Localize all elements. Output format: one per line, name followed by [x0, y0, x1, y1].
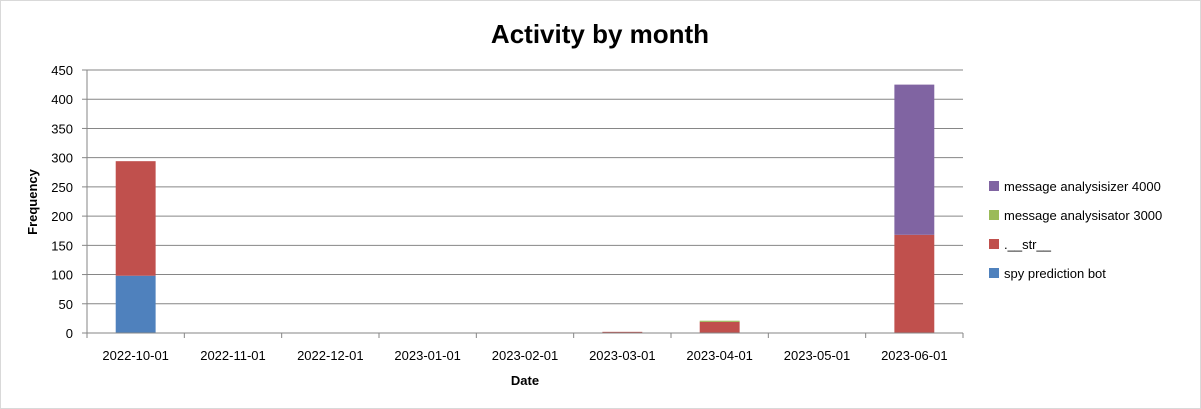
- bar-segment: [699, 321, 740, 333]
- x-tick-label: 2022-11-01: [200, 348, 266, 363]
- bar-segment: [115, 161, 156, 276]
- y-tick-label: 200: [51, 209, 73, 224]
- gridlines: [87, 69, 963, 334]
- bar-segment: [115, 275, 156, 333]
- bar-segment: [602, 331, 643, 333]
- bar-segment: [894, 84, 935, 235]
- y-tick-label: 100: [51, 268, 73, 283]
- legend-swatch: [989, 181, 999, 191]
- legend-swatch: [989, 268, 999, 278]
- x-tick-label: 2023-04-01: [686, 348, 753, 363]
- x-tick-label: 2023-03-01: [589, 348, 656, 363]
- y-axis-label: Frequency: [25, 168, 40, 235]
- legend-item-label: .__str__: [1004, 237, 1052, 252]
- y-tick-label: 300: [51, 151, 73, 166]
- bar-segment: [894, 234, 935, 333]
- legend-swatch: [989, 239, 999, 249]
- legend: message analysisizer 4000 message analysi…: [989, 179, 1162, 281]
- y-tick-label: 450: [51, 63, 73, 78]
- x-axis-label: Date: [511, 373, 539, 388]
- y-tick-label: 0: [66, 326, 73, 341]
- y-tick-label: 350: [51, 121, 73, 136]
- x-tick-label: 2023-02-01: [492, 348, 559, 363]
- x-tick-label: 2023-06-01: [881, 348, 948, 363]
- x-tick-label: 2023-01-01: [394, 348, 461, 363]
- bar-segment: [699, 320, 740, 322]
- x-tick-label: 2022-10-01: [102, 348, 169, 363]
- legend-swatch: [989, 210, 999, 220]
- legend-item-label: message analysisizer 4000: [1004, 179, 1161, 194]
- y-tick-label: 150: [51, 238, 73, 253]
- chart-title: Activity by month: [491, 19, 709, 49]
- y-tick-label: 250: [51, 180, 73, 195]
- y-tick-label: 50: [59, 297, 73, 312]
- bars: [115, 84, 935, 333]
- legend-item-label: message analysisator 3000: [1004, 208, 1162, 223]
- x-tick-label: 2023-05-01: [784, 348, 851, 363]
- axes: 0 50 100 150 200 250 300 350 400 450 2022-10-01 202…: [51, 63, 964, 363]
- legend-item-label: spy prediction bot: [1004, 266, 1106, 281]
- x-tick-label: 2022-12-01: [297, 348, 364, 363]
- y-tick-label: 400: [51, 92, 73, 107]
